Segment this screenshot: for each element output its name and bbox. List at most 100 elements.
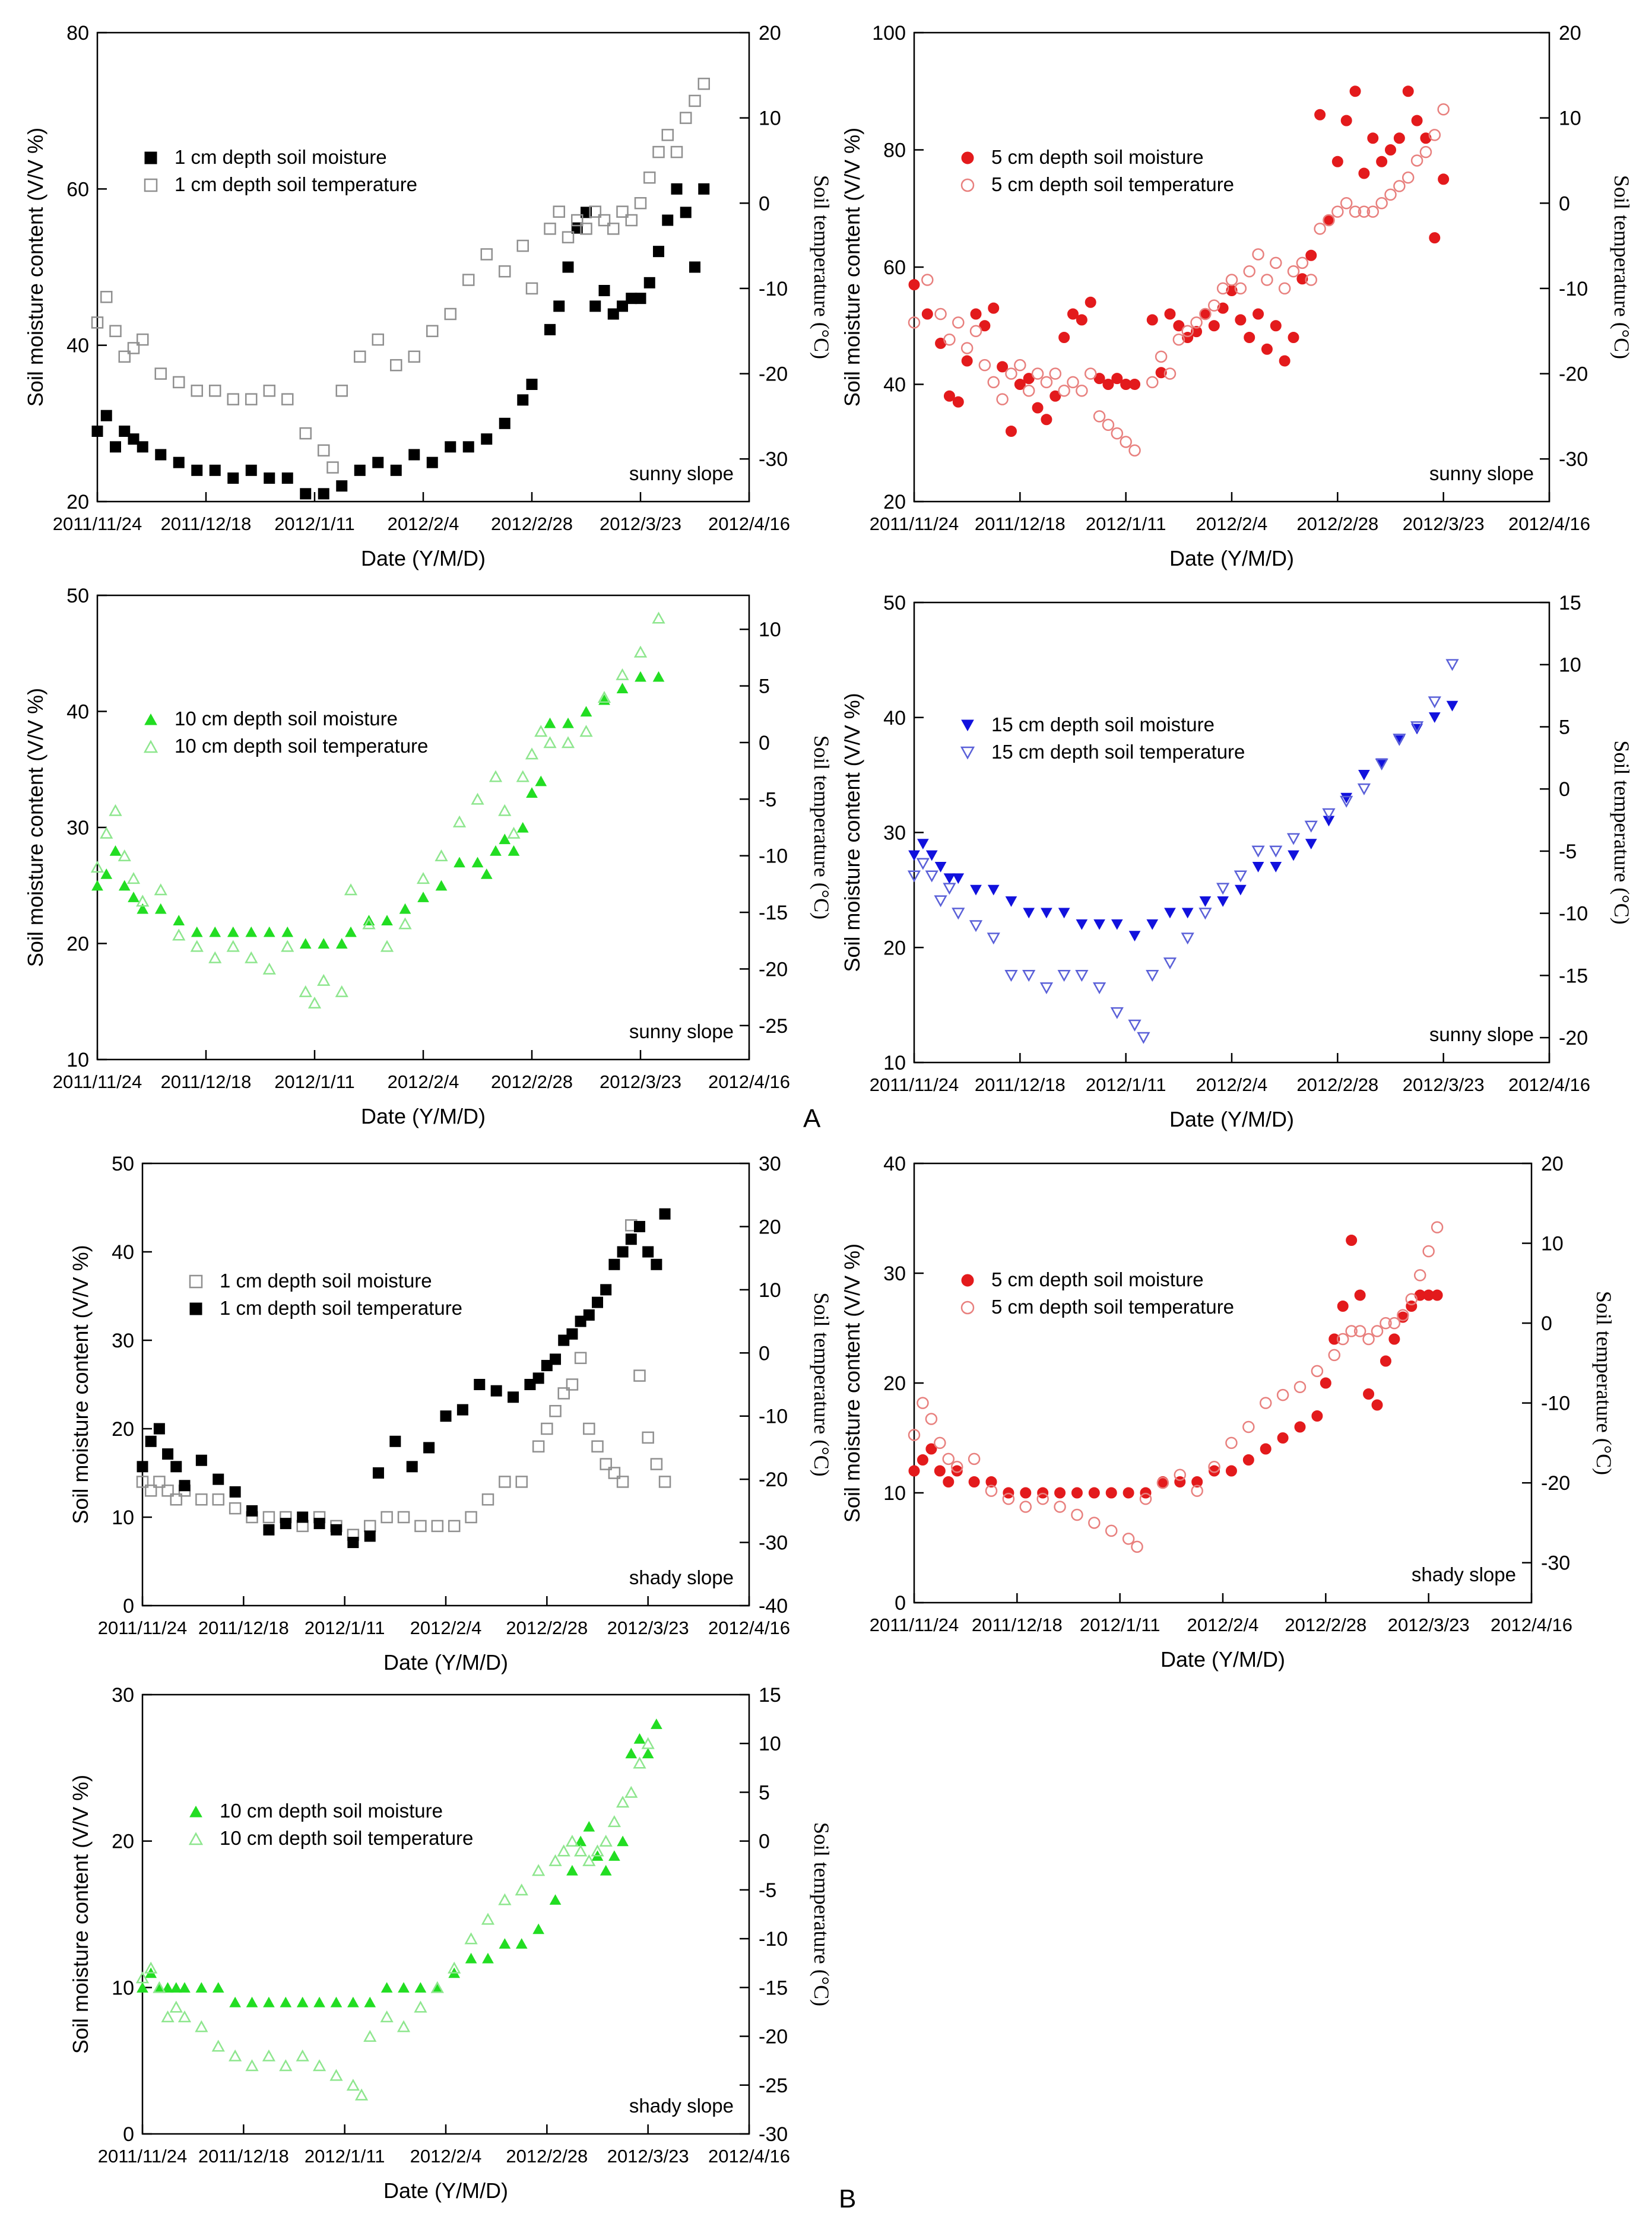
chart-5: 2011/11/24 2011/12/18 2012/1/11 2012/2/4 201… — [68, 1153, 833, 1674]
data-point — [264, 472, 275, 484]
y2-tick-label: 5 — [759, 1781, 770, 1804]
data-point — [942, 1452, 955, 1466]
data-point — [952, 873, 965, 884]
data-point — [465, 1952, 477, 1964]
plot-frame — [141, 1162, 750, 1607]
data-point — [1036, 1492, 1049, 1505]
data-point — [1242, 1454, 1254, 1466]
data-point — [330, 1996, 343, 2007]
data-point — [169, 2000, 183, 2013]
data-point — [697, 77, 710, 90]
data-point — [583, 1422, 595, 1435]
data-point — [110, 441, 121, 453]
y-tick-label: 60 — [883, 256, 906, 279]
data-point — [299, 427, 312, 440]
x-tick-label: 2012/2/4 — [1196, 1074, 1268, 1095]
data-point — [1429, 232, 1441, 244]
data-point — [1039, 982, 1054, 994]
y-tick-label: 50 — [112, 1153, 134, 1175]
slope-annotation: shady slope — [1412, 1563, 1516, 1585]
data-point — [1014, 359, 1026, 372]
data-point — [1155, 350, 1168, 363]
chart-6: 2011/11/24 2011/12/18 2012/1/11 2012/2/4 201… — [840, 1153, 1616, 1672]
data-point — [1146, 376, 1159, 389]
data-point — [281, 472, 293, 484]
data-point — [481, 1912, 495, 1925]
data-point — [1261, 343, 1273, 355]
data-point — [643, 277, 655, 288]
data-point — [1438, 173, 1450, 185]
data-point — [526, 379, 538, 390]
data-point — [109, 845, 122, 856]
data-point — [1244, 332, 1255, 343]
y2-axis-title: Soil temperature (°C) — [810, 1292, 833, 1476]
data-point — [1122, 1533, 1135, 1545]
data-point — [544, 323, 556, 335]
data-point — [227, 926, 239, 937]
y2-tick-label: -20 — [759, 363, 788, 386]
chart-7: 2011/11/24 2011/12/18 2012/1/11 2012/2/4 201… — [68, 1684, 833, 2203]
legend-marker — [961, 151, 974, 164]
data-point — [1163, 367, 1177, 380]
data-point — [263, 926, 275, 937]
data-point — [1279, 355, 1290, 367]
data-point — [671, 183, 683, 195]
data-point — [498, 804, 512, 816]
y2-tick-label: -25 — [759, 1015, 788, 1038]
y-tick-label: 40 — [883, 707, 906, 730]
y-tick-label: 30 — [66, 817, 89, 839]
x-tick-label: 2011/12/18 — [161, 513, 252, 534]
legend-marker — [143, 740, 158, 753]
data-point — [907, 870, 921, 883]
x-tick-label: 2012/2/28 — [1296, 1074, 1378, 1095]
data-point — [280, 1518, 291, 1530]
data-point — [1234, 282, 1247, 295]
data-point — [499, 1476, 511, 1488]
data-point — [1022, 970, 1036, 982]
data-point — [908, 1429, 921, 1441]
data-point — [1146, 314, 1158, 326]
data-point — [1311, 1410, 1323, 1422]
data-point — [1340, 795, 1353, 808]
data-point — [1191, 326, 1203, 338]
series-1 — [91, 183, 710, 500]
data-point — [347, 1996, 359, 2007]
data-point — [633, 645, 648, 658]
data-point — [90, 861, 104, 873]
data-point — [642, 1246, 654, 1258]
data-point — [137, 1461, 148, 1473]
y2-tick-label: -20 — [759, 1469, 788, 1491]
y2-tick-label: 10 — [759, 1279, 781, 1302]
y-tick-label: 10 — [112, 1506, 134, 1529]
series-2 — [90, 611, 665, 1008]
slope-annotation: sunny slope — [629, 462, 734, 484]
data-point — [1208, 1461, 1220, 1473]
data-point — [229, 2049, 242, 2061]
data-point — [480, 868, 493, 879]
data-point — [1216, 883, 1230, 895]
data-point — [1358, 167, 1370, 179]
x-tick-label: 2012/3/23 — [607, 2146, 689, 2167]
x-tick-label: 2012/2/4 — [1187, 1615, 1259, 1635]
y2-tick-label: 20 — [1559, 22, 1581, 45]
data-point — [1146, 919, 1159, 930]
slope-annotation: sunny slope — [1429, 1023, 1534, 1045]
data-point — [1156, 1476, 1169, 1489]
data-point — [313, 1518, 325, 1530]
data-point — [1075, 970, 1089, 982]
data-point — [227, 472, 239, 484]
data-point — [557, 1844, 570, 1857]
x-tick-label: 2012/2/4 — [410, 1617, 482, 1638]
y2-tick-label: 20 — [759, 22, 781, 45]
data-point — [179, 1982, 191, 1993]
y-tick-label: 20 — [883, 491, 906, 513]
data-point — [934, 1465, 946, 1477]
data-point — [1164, 908, 1176, 919]
data-point — [406, 1461, 418, 1473]
data-point — [996, 393, 1009, 405]
data-point — [177, 2010, 192, 2023]
data-point — [565, 1834, 579, 1847]
data-point — [426, 325, 439, 337]
data-point — [414, 1982, 427, 1993]
data-point — [698, 183, 710, 195]
